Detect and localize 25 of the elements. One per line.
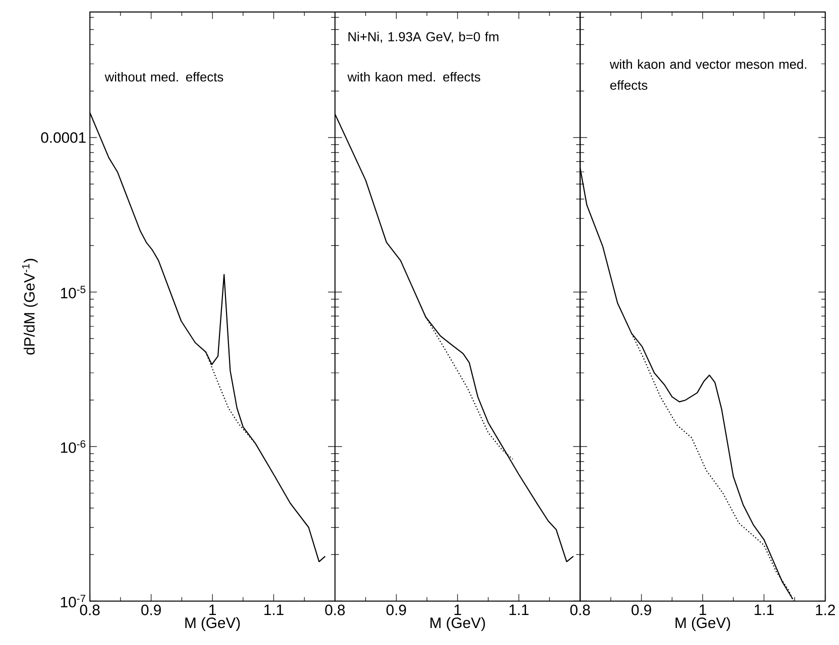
- annotation: Ni+Ni, 1.93A GeV, b=0 fm: [348, 32, 498, 43]
- x-tick-label: 0.9: [386, 604, 406, 616]
- x-tick-label: 1.2: [816, 604, 835, 616]
- x-tick-label: 0.8: [325, 604, 345, 616]
- x-tick-label: 1.1: [264, 604, 284, 615]
- annotation: with kaon med. effects: [347, 72, 480, 82]
- y-tick-label: 10$^{-6}$: [61, 440, 86, 453]
- x-tick-label: 0.8: [570, 604, 590, 616]
- x-axis-title: M (GeV): [676, 617, 730, 632]
- y-tick-label: 0.0001: [41, 132, 86, 143]
- annotation: without med. effects: [104, 72, 224, 82]
- x-tick-label: 1: [454, 604, 461, 615]
- x-axis-title: M (GeV): [185, 617, 240, 632]
- line-series: [205, 351, 256, 444]
- x-tick-label: 0.8: [80, 604, 100, 616]
- x-tick-label: 0.9: [141, 604, 161, 616]
- x-tick-label: 1: [209, 604, 216, 615]
- annotation: with kaon and vector meson med. effects: [610, 59, 806, 90]
- y-tick-label: 10$^{-5}$: [61, 286, 86, 298]
- y-axis-title: dP/dM (GeV$^{-1}$): [22, 258, 38, 355]
- x-tick-label: 0.9: [632, 604, 652, 616]
- x-tick-label: 1.1: [754, 604, 774, 615]
- x-axis-title: M (GeV): [430, 617, 485, 632]
- x-tick-label: 1: [700, 604, 706, 615]
- x-tick-label: 1.1: [510, 604, 529, 615]
